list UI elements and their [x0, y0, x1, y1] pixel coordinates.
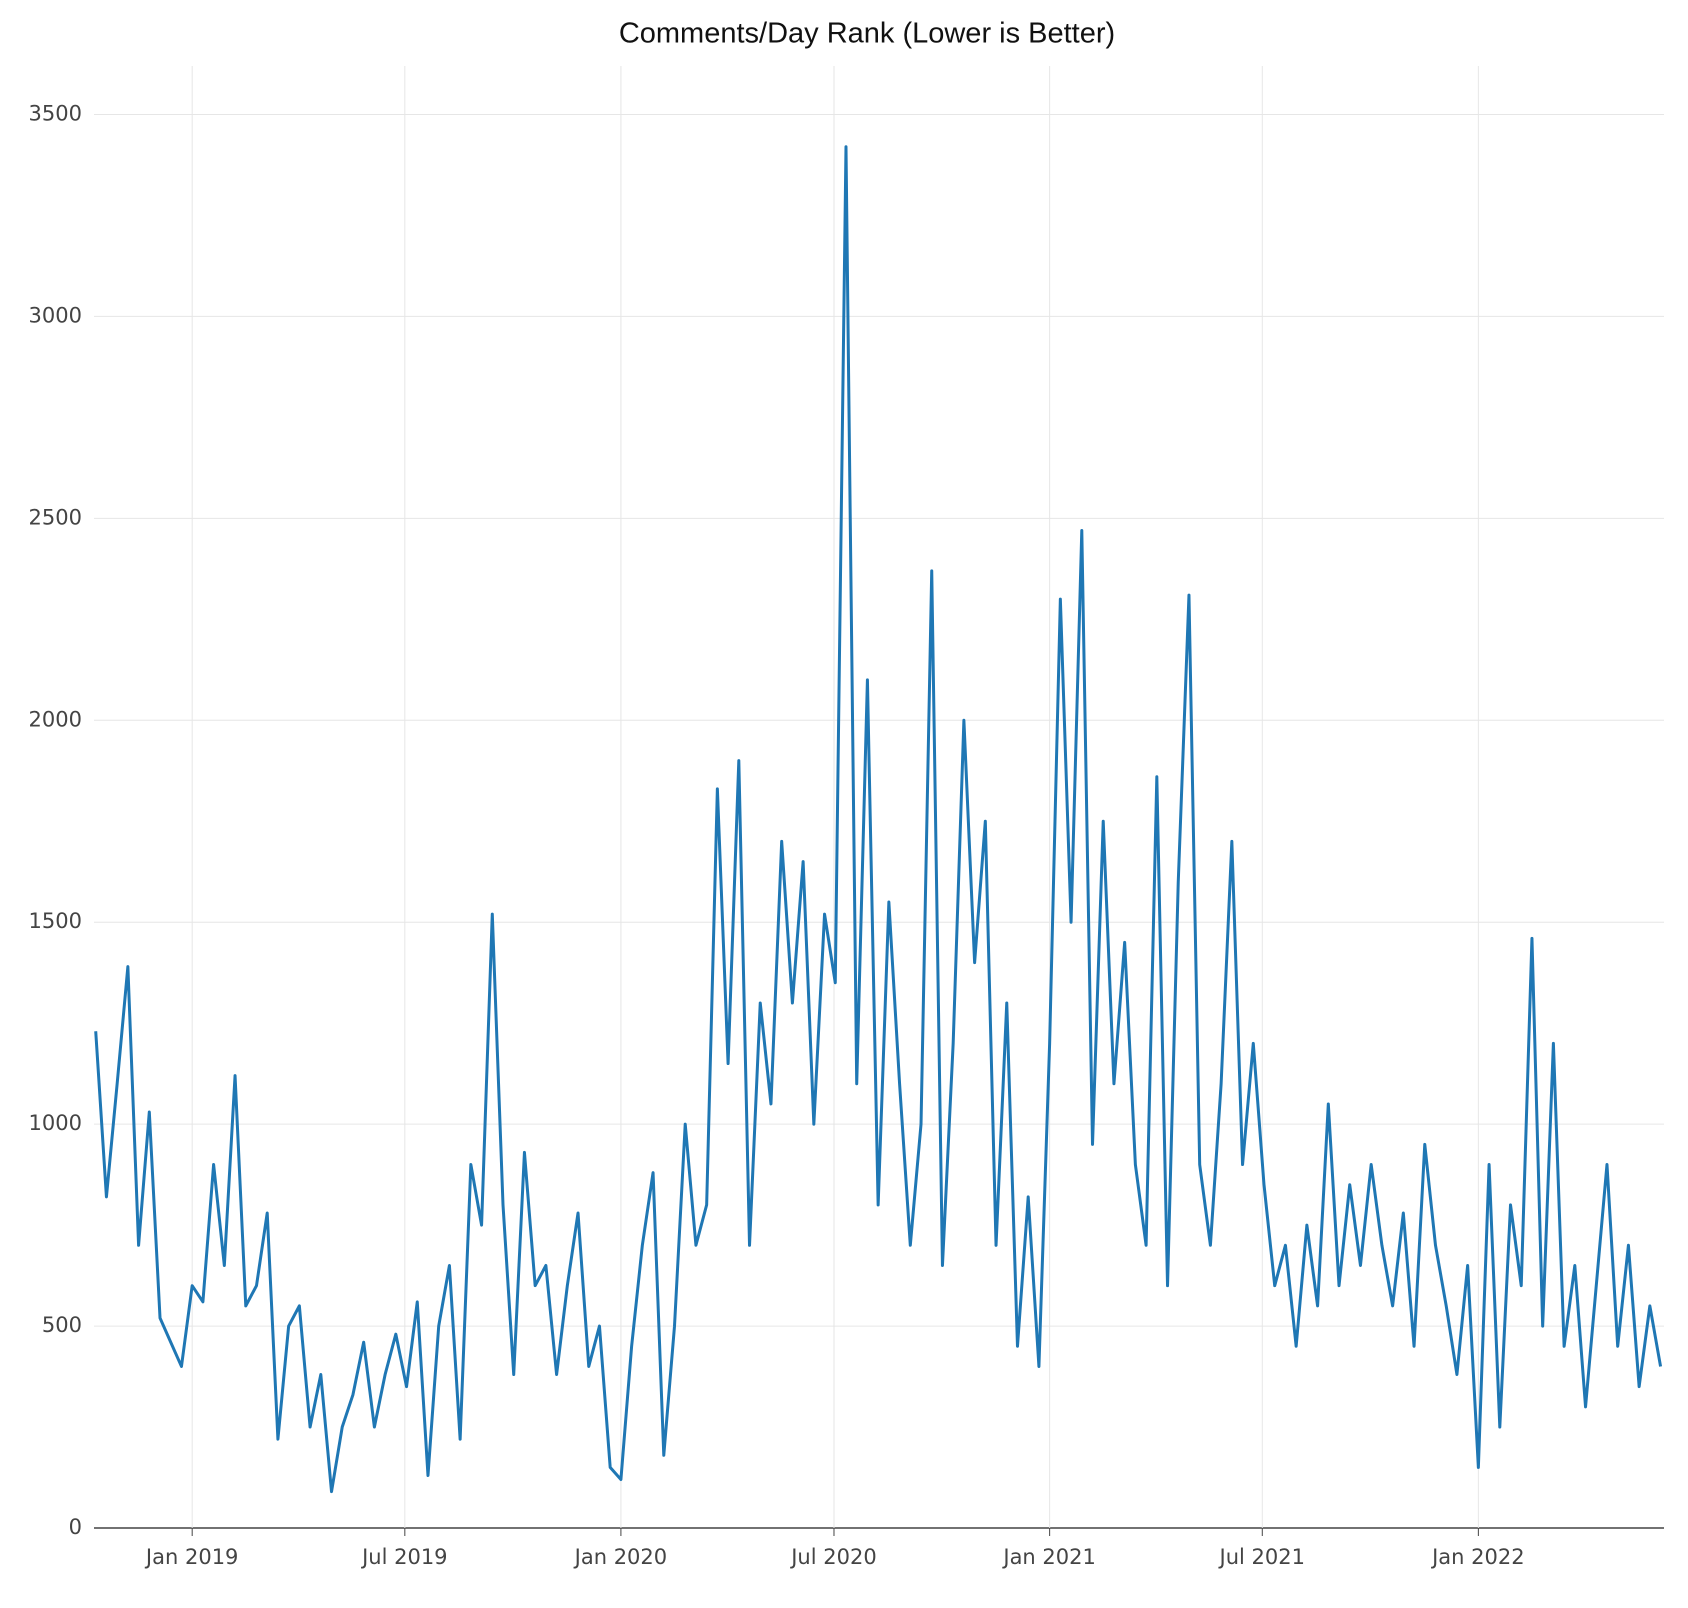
y-tick-label: 500: [42, 1313, 82, 1337]
x-tick-label: Jan 2019: [144, 1545, 239, 1569]
y-tick-label: 2000: [29, 707, 82, 731]
x-tick-label: Jan 2022: [1430, 1545, 1525, 1569]
chart-title: Comments/Day Rank (Lower is Better): [619, 18, 1115, 50]
x-tick-label: Jul 2020: [789, 1545, 876, 1569]
y-tick-label: 1000: [29, 1111, 82, 1135]
y-tick-label: 3500: [29, 101, 82, 125]
y-tick-label: 1500: [29, 909, 82, 933]
y-tick-label: 2500: [29, 505, 82, 529]
y-tick-label: 3000: [29, 303, 82, 327]
data-line: [94, 145, 1663, 1494]
x-tick-label: Jul 2019: [360, 1545, 447, 1569]
x-tick-label: Jul 2021: [1218, 1545, 1305, 1569]
y-tick-label: 0: [69, 1515, 82, 1539]
x-tick-label: Jan 2020: [573, 1545, 668, 1569]
x-tick-label: Jan 2021: [1001, 1545, 1096, 1569]
